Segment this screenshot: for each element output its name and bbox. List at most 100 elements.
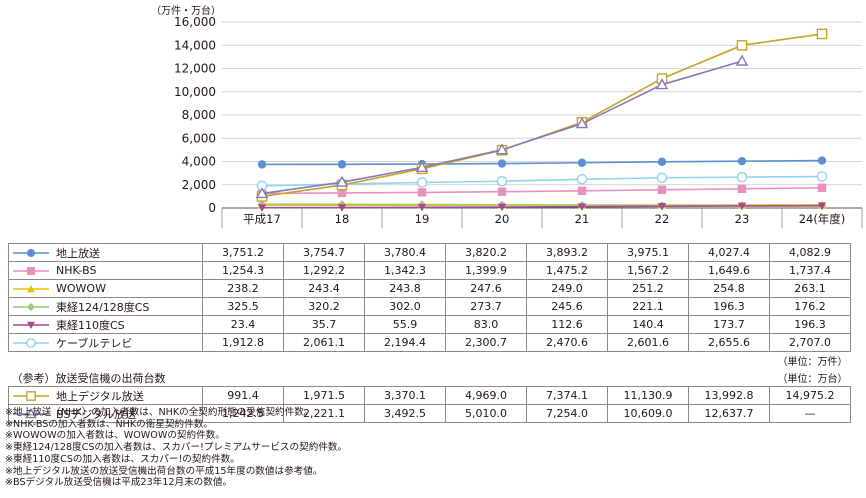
footnote: ※NHK-BSの加入者数は、NHKの衛星契約件数。	[5, 418, 213, 430]
data-label: 3,893.2	[526, 243, 608, 262]
data-label: 7,254.0	[526, 404, 608, 423]
data-point	[577, 186, 587, 196]
footnotes: ※地上放送（NHK）の加入者数は、NHKの全契約形態の受信契約件数。 ※NHK-…	[5, 407, 347, 489]
y-tick-label: 8,000	[182, 108, 216, 122]
table-row: ケーブルテレビ 1,912.8 2,061.1 2,194.4 2,300.7 2,470…	[8, 333, 851, 352]
data-point	[737, 156, 747, 166]
data-label: 2,061.1	[283, 333, 365, 352]
series-line	[261, 175, 823, 187]
y-tick-label: 4,000	[182, 155, 216, 169]
data-label: 55.9	[364, 315, 446, 334]
data-point	[337, 160, 347, 169]
data-label: 23.4	[202, 315, 284, 334]
data-label: 1,649.6	[688, 261, 770, 280]
unit-row-subscribers: （単位：万件）	[9, 352, 851, 370]
table-row: 地上放送 3,751.2 3,754.7 3,780.4 3,820.2 3,893.2 3…	[8, 243, 851, 262]
legend-marker	[27, 284, 35, 292]
data-point	[737, 202, 747, 211]
data-label: 14,975.2	[769, 386, 851, 405]
table-row: WOWOW 238.2 243.4 243.8 247.6 249.0 251.2 254.8…	[8, 279, 851, 298]
data-point	[817, 202, 827, 210]
table-row: BSデジタル放送 1,242.5 2,221.1 3,492.5 5,010.0 7,25…	[8, 404, 851, 423]
data-point	[257, 160, 267, 169]
data-label: 2,470.6	[526, 333, 608, 352]
data-point	[577, 158, 587, 167]
series-name: ケーブルテレビ	[56, 336, 133, 350]
footnote: ※BSデジタル放送受信機は平成23年12月末の数値。	[5, 477, 233, 489]
data-point	[417, 188, 427, 197]
data-label: 245.6	[526, 297, 608, 316]
data-label: 11,130.9	[607, 386, 689, 405]
legend-swatch	[13, 321, 49, 329]
x-tick-label: 22	[655, 212, 670, 226]
data-label: 2,707.0	[769, 333, 851, 352]
table-row: NHK-BS 1,254.3 1,292.2 1,342.3 1,399.9 1,475.…	[8, 261, 851, 280]
legend-marker	[27, 302, 35, 311]
legend-marker	[27, 266, 35, 275]
y-tick-label: 0	[208, 201, 216, 215]
unit-label: （単位：万台）	[777, 374, 848, 385]
data-point	[497, 159, 507, 168]
data-label: 263.1	[769, 279, 851, 298]
data-label: 2,221.1	[283, 404, 365, 423]
reference-section-header: （参考）放送受信機の出荷台数 （単位：万台）	[9, 369, 851, 387]
data-label: 1,342.3	[364, 261, 446, 280]
data-point	[497, 187, 507, 196]
data-label: 196.3	[688, 297, 770, 316]
series-label-cell: BSデジタル放送	[8, 404, 203, 423]
data-label: 3,751.2	[202, 243, 284, 262]
table-row: 地上デジタル放送 991.4 1,971.5 3,370.1 4,969.0 7,374.…	[8, 386, 851, 405]
footnote: ※WOWOWの加入者数は、WOWOWの契約件数。	[5, 430, 225, 442]
legend-swatch	[13, 337, 49, 348]
data-label: 249.0	[526, 279, 608, 298]
y-tick-label: 2,000	[182, 178, 216, 192]
series-name: 地上放送	[56, 246, 100, 260]
series	[257, 156, 827, 169]
series	[257, 202, 827, 212]
x-tick-label: 20	[495, 212, 510, 226]
data-point	[737, 184, 747, 194]
data-point	[816, 171, 828, 182]
y-axis-tick-labels: 0 2,000 4,000 6,000 8,000 10,000 12,000 14,000 1…	[174, 15, 216, 215]
footnote: ※地上デジタル放送の放送受信機出荷台数の平成15年度の数値は参考値。	[5, 465, 323, 477]
series-label-cell: 東経124/128度CS	[8, 297, 203, 316]
data-label: 140.4	[607, 315, 689, 334]
series-line	[261, 204, 823, 209]
data-label: 325.5	[202, 297, 284, 316]
data-label: 1,971.5	[283, 386, 365, 405]
data-label: 83.0	[445, 315, 527, 334]
data-label: 991.4	[202, 386, 284, 405]
table-row: 東経124/128度CS 325.5 320.2 302.0 273.7 245.6 221…	[8, 297, 851, 316]
x-tick-label: 19	[415, 212, 430, 226]
data-label: 112.6	[526, 315, 608, 334]
data-point	[577, 203, 587, 211]
reference-title: （参考）放送受信機の出荷台数	[11, 371, 166, 385]
series-name: BSデジタル放送	[56, 407, 137, 421]
data-point	[337, 204, 347, 212]
x-tick-label: 18	[335, 212, 350, 226]
series-line	[261, 60, 743, 195]
series-label-cell: 地上放送	[8, 243, 203, 262]
data-label: 3,492.5	[364, 404, 446, 423]
x-tick-label: 平成17	[243, 212, 281, 226]
x-tick-label: 21	[575, 212, 590, 226]
data-point	[736, 40, 748, 51]
y-tick-label: 12,000	[174, 62, 216, 76]
y-axis-unit-label: （万件・万台）	[151, 6, 221, 17]
data-label: 251.2	[607, 279, 689, 298]
data-point	[335, 175, 349, 187]
series-label-cell: WOWOW	[8, 279, 203, 298]
x-tick-label: 24(年度)	[799, 212, 846, 226]
legend-swatch	[13, 302, 49, 311]
data-label: 3,975.1	[607, 243, 689, 262]
data-label: 3,820.2	[445, 243, 527, 262]
legend-marker	[26, 390, 36, 401]
series	[255, 54, 749, 199]
series-label-cell: ケーブルテレビ	[8, 333, 203, 352]
data-point	[257, 200, 267, 209]
grid	[221, 21, 863, 228]
data-label: 1,399.9	[445, 261, 527, 280]
data-label: 2,194.4	[364, 333, 446, 352]
data-point	[657, 185, 667, 194]
series-label-cell: NHK-BS	[8, 261, 203, 280]
